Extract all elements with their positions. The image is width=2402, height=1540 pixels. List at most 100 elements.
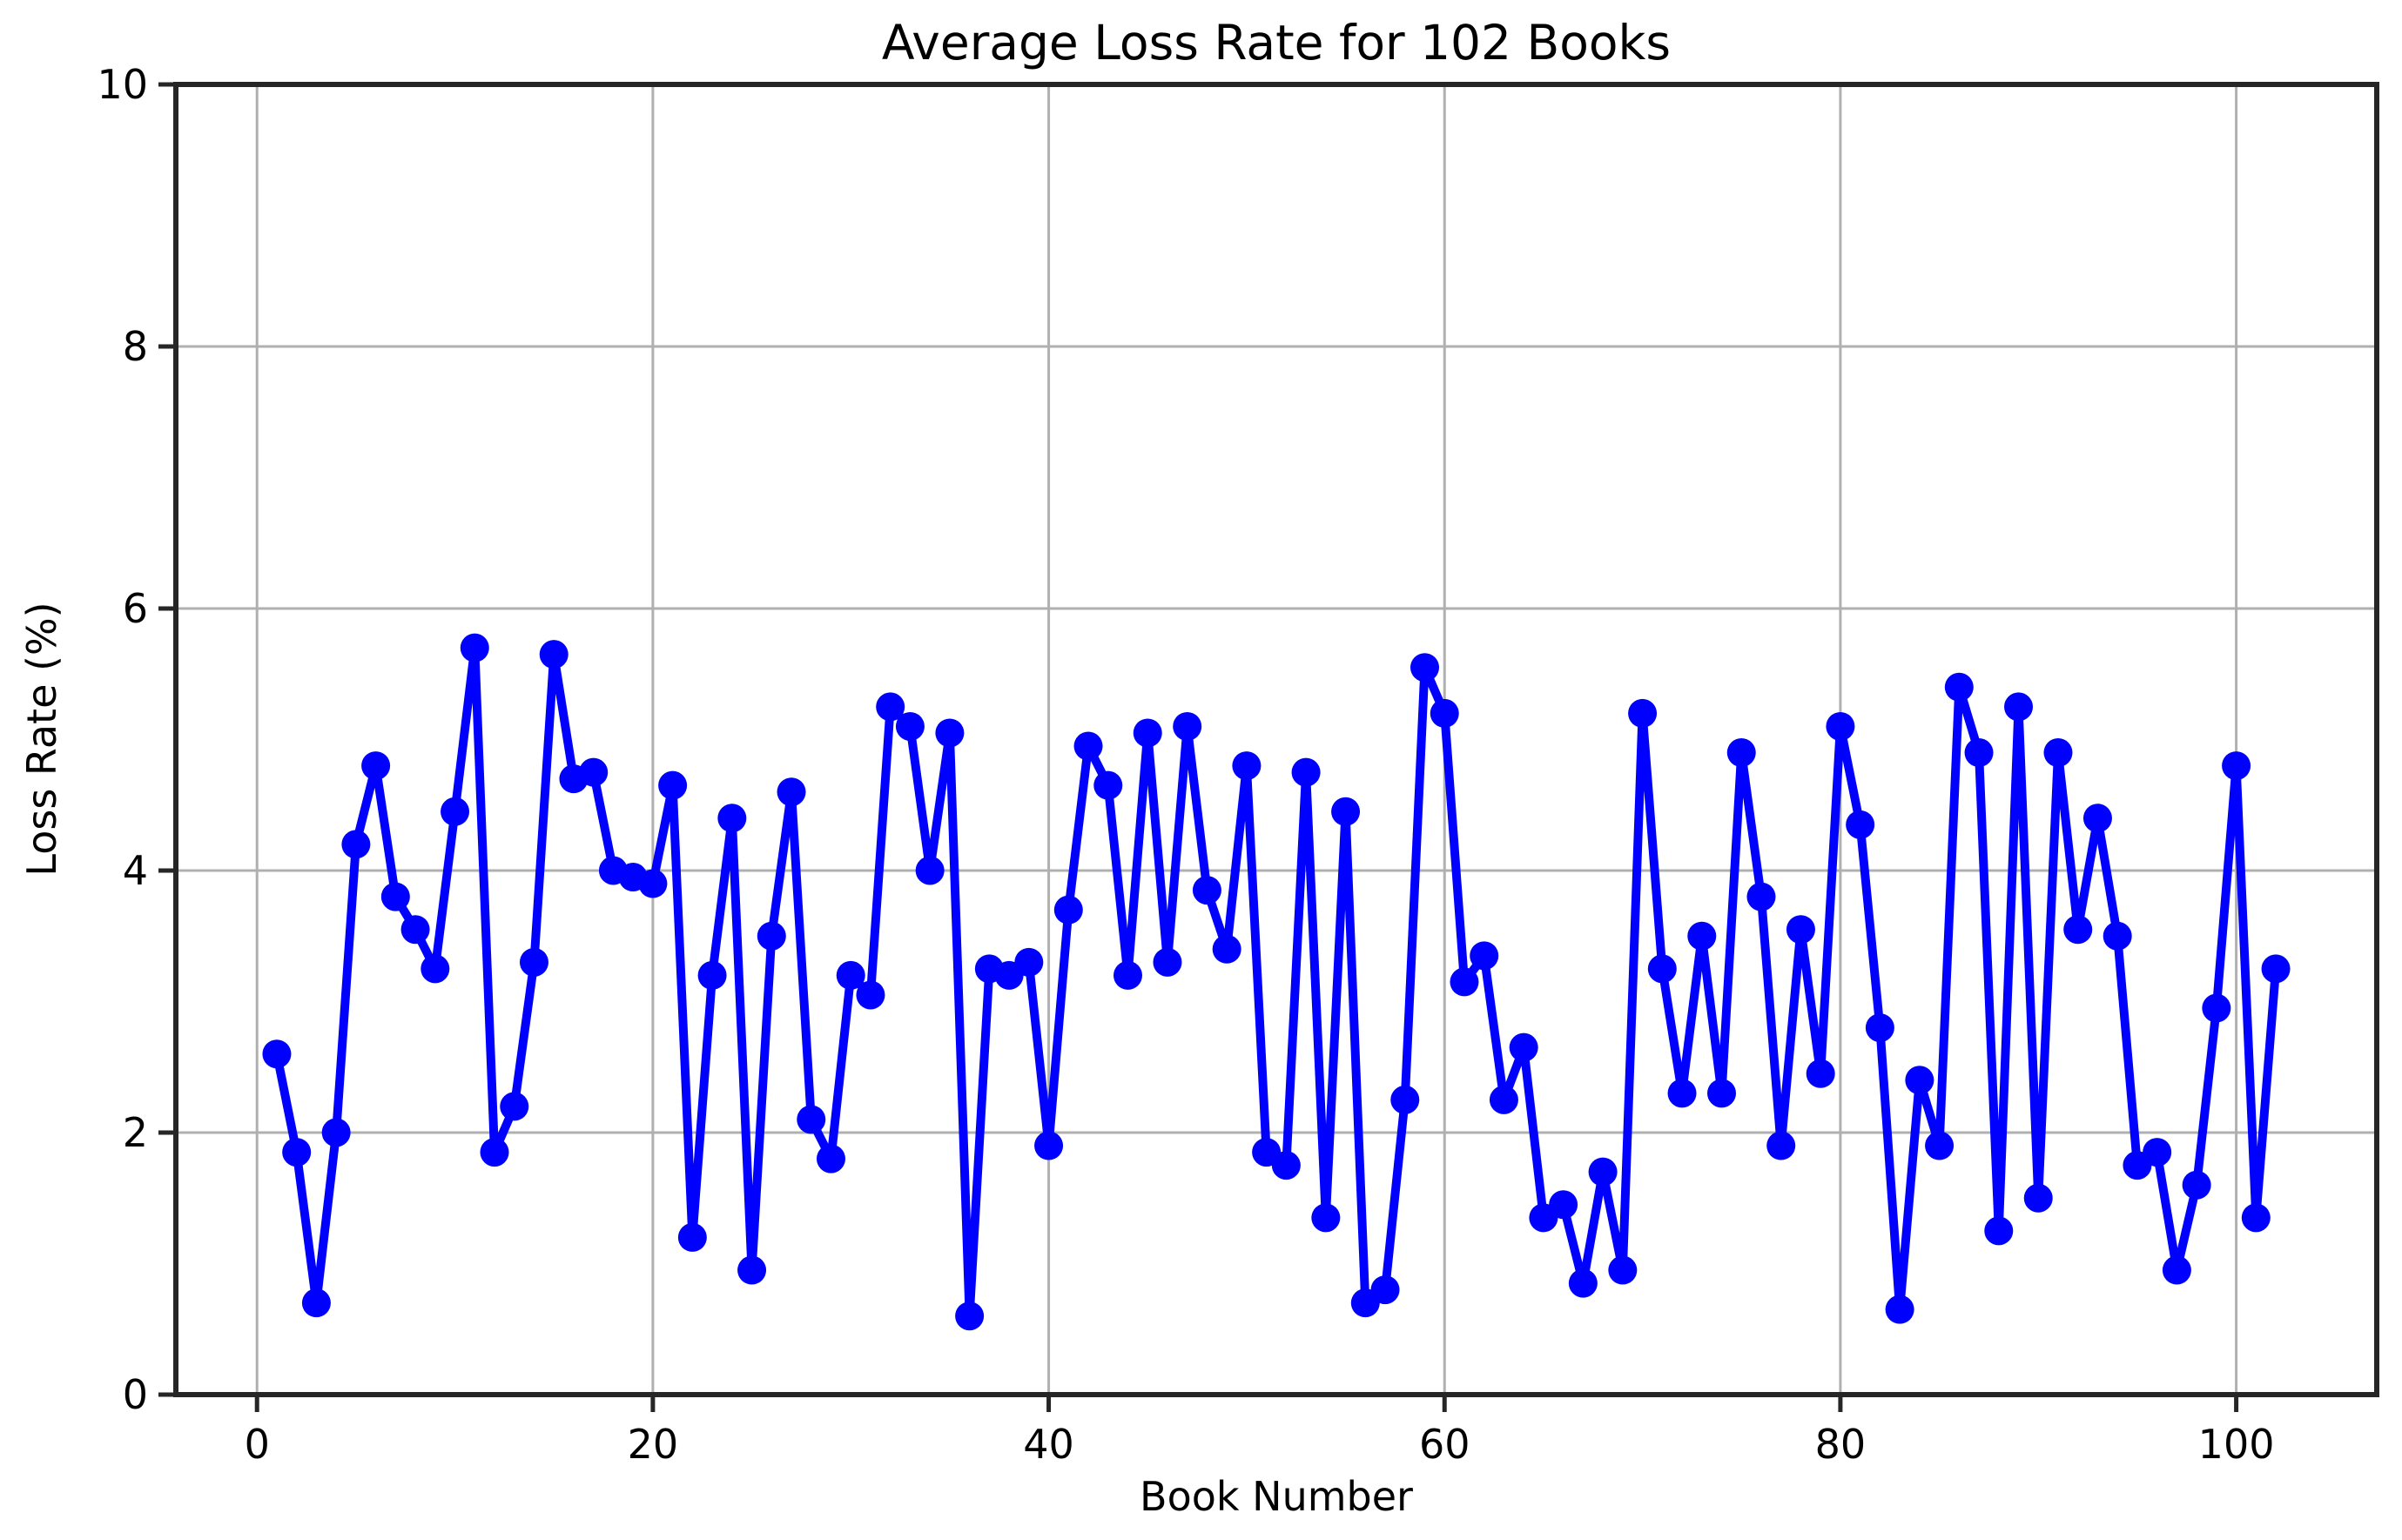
data-point <box>1588 1157 1618 1187</box>
data-point <box>757 921 786 951</box>
data-point <box>1647 954 1677 984</box>
data-point <box>677 1222 707 1252</box>
data-point <box>361 751 391 781</box>
data-point <box>421 954 450 984</box>
data-point <box>935 718 965 748</box>
data-point <box>1331 797 1361 826</box>
data-point <box>1489 1085 1518 1114</box>
data-point <box>1984 1216 2014 1246</box>
axis-ticks <box>158 82 2239 1412</box>
data-point <box>1153 947 1182 977</box>
data-point <box>797 1105 826 1134</box>
data-point <box>1192 876 1221 905</box>
data-point <box>1093 770 1123 800</box>
data-point <box>579 757 609 787</box>
data-point <box>441 797 470 826</box>
chart-title: Average Loss Rate for 102 Books <box>882 15 1671 71</box>
x-tick-label: 40 <box>1023 1421 1074 1468</box>
data-point <box>1885 1295 1914 1324</box>
data-point <box>1608 1255 1638 1285</box>
data-point <box>2202 993 2231 1023</box>
y-tick-label: 8 <box>123 323 148 370</box>
data-point <box>638 869 668 898</box>
data-point <box>1509 1032 1538 1062</box>
data-point <box>697 960 727 990</box>
data-point <box>1113 960 1142 990</box>
data-point <box>282 1138 312 1167</box>
data-point <box>1034 1131 1064 1160</box>
data-point <box>380 882 410 911</box>
data-point <box>1964 738 1994 768</box>
data-point <box>1311 1203 1341 1233</box>
data-series <box>262 633 2291 1331</box>
data-point <box>1826 711 1855 741</box>
data-point <box>480 1138 509 1167</box>
data-point <box>2261 954 2291 984</box>
data-point <box>1053 895 1083 925</box>
data-point <box>2222 751 2251 781</box>
data-point <box>1430 698 1459 728</box>
data-point <box>1746 882 1776 911</box>
data-point <box>1291 757 1321 787</box>
data-point <box>2023 1183 2053 1213</box>
x-tick-label: 20 <box>628 1421 679 1468</box>
data-point <box>1905 1066 1934 1095</box>
x-tick-label: 100 <box>2198 1421 2275 1468</box>
data-point <box>1410 653 1440 683</box>
data-point <box>1073 731 1103 761</box>
data-point <box>1271 1151 1301 1180</box>
data-point <box>2082 804 2112 833</box>
data-point <box>1232 751 1262 781</box>
data-point <box>836 960 865 990</box>
y-tick-label: 10 <box>97 61 148 108</box>
data-point <box>301 1288 331 1318</box>
data-point <box>2143 1138 2172 1167</box>
tick-labels: 0 20 40 60 80 100 0 2 4 6 8 10 <box>97 61 2274 1468</box>
data-point <box>1370 1275 1400 1305</box>
data-point <box>1470 941 1499 971</box>
data-point <box>717 804 747 833</box>
x-axis-label: Book Number <box>1140 1473 1413 1520</box>
x-tick-label: 60 <box>1419 1421 1470 1468</box>
data-point <box>2241 1203 2271 1233</box>
data-point <box>500 1092 529 1121</box>
data-point <box>400 915 430 945</box>
data-point <box>1865 1013 1894 1043</box>
data-point <box>1568 1268 1598 1298</box>
data-point <box>2162 1255 2191 1285</box>
plot-border <box>173 82 2379 1397</box>
data-point <box>321 1118 351 1147</box>
y-tick-label: 2 <box>123 1109 148 1156</box>
data-point <box>1390 1085 1420 1114</box>
data-point <box>1806 1059 1835 1088</box>
data-point <box>1687 921 1717 951</box>
data-point <box>2063 915 2093 945</box>
data-point <box>816 1144 845 1173</box>
data-point <box>2043 738 2073 768</box>
data-point <box>1726 738 1756 768</box>
data-point <box>341 830 371 859</box>
y-tick-label: 0 <box>123 1371 148 1418</box>
data-point <box>1925 1131 1955 1160</box>
data-point <box>777 777 806 807</box>
data-point <box>1944 672 1974 702</box>
data-point <box>1212 934 1241 964</box>
data-point <box>1173 711 1202 741</box>
data-point <box>1766 1131 1796 1160</box>
data-point <box>1667 1079 1697 1108</box>
data-point <box>1786 915 1815 945</box>
x-tick-label: 0 <box>245 1421 270 1468</box>
data-point <box>2004 692 2034 722</box>
data-point <box>1549 1190 1578 1220</box>
data-point <box>2182 1170 2211 1200</box>
data-point <box>1133 718 1162 748</box>
y-axis-label: Loss Rate (%) <box>18 602 65 876</box>
data-point <box>737 1255 767 1285</box>
data-point <box>856 980 885 1010</box>
data-point <box>1707 1079 1737 1108</box>
data-point <box>955 1301 985 1331</box>
data-point <box>1014 947 1044 977</box>
y-tick-label: 4 <box>123 847 148 894</box>
